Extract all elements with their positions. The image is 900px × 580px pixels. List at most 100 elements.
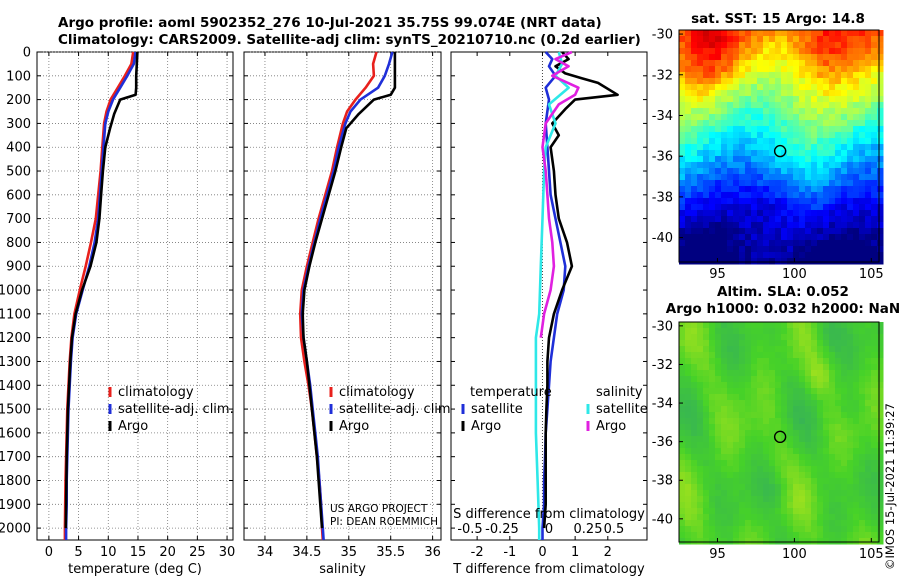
map-cell — [757, 246, 764, 253]
map-cell — [841, 150, 848, 157]
map-cell — [805, 478, 812, 485]
map-cell — [751, 168, 758, 175]
map-cell — [727, 376, 734, 383]
map-cell — [763, 376, 770, 383]
map-cell — [829, 334, 836, 341]
map-cell — [679, 222, 686, 229]
map-cell — [679, 460, 686, 467]
map-cell — [685, 508, 692, 515]
map-cell — [829, 502, 836, 509]
map-cell — [787, 364, 794, 371]
map-cell — [841, 508, 848, 515]
x-tick-label: 1 — [571, 545, 579, 560]
map-cell — [811, 520, 818, 527]
map-cell — [775, 120, 782, 127]
map-cell — [853, 30, 860, 37]
map-cell — [835, 66, 842, 73]
map-cell — [691, 192, 698, 199]
map-cell — [799, 466, 806, 473]
map-cell — [829, 370, 836, 377]
map-cell — [817, 186, 824, 193]
map-cell — [805, 484, 812, 491]
map-cell — [793, 472, 800, 479]
map-cell — [871, 90, 878, 97]
map-cell — [709, 246, 716, 253]
map-cell — [775, 454, 782, 461]
map-cell — [691, 442, 698, 449]
map-cell — [865, 84, 872, 91]
map-cell — [811, 502, 818, 509]
map-cell — [829, 346, 836, 353]
map-cell — [805, 382, 812, 389]
map-cell — [877, 168, 884, 175]
map-cell — [781, 198, 788, 205]
map-cell — [799, 400, 806, 407]
map-cell — [835, 138, 842, 145]
map-cell — [841, 258, 848, 265]
map-cell — [727, 186, 734, 193]
map-cell — [787, 352, 794, 359]
map-cell — [811, 54, 818, 61]
map-cell — [799, 246, 806, 253]
map-cell — [835, 406, 842, 413]
map-cell — [751, 216, 758, 223]
map-cell — [721, 358, 728, 365]
y-tick-label: -38 — [652, 474, 673, 489]
map-cell — [733, 334, 740, 341]
map-cell — [799, 42, 806, 49]
map-cell — [847, 174, 854, 181]
map-cell — [853, 144, 860, 151]
map-cell — [853, 322, 860, 329]
map-cell — [775, 90, 782, 97]
map-cell — [757, 322, 764, 329]
map-cell — [709, 78, 716, 85]
map-cell — [679, 448, 686, 455]
map-cell — [703, 484, 710, 491]
map-cell — [877, 48, 884, 55]
map-cell — [805, 30, 812, 37]
map-cell — [877, 466, 884, 473]
map-cell — [787, 174, 794, 181]
map-cell — [805, 90, 812, 97]
map-cell — [775, 102, 782, 109]
map-cell — [853, 132, 860, 139]
map-cell — [865, 108, 872, 115]
map-cell — [727, 508, 734, 515]
map-cell — [703, 150, 710, 157]
map-cell — [793, 358, 800, 365]
map-cell — [691, 126, 698, 133]
map-cell — [793, 168, 800, 175]
map-cell — [823, 228, 830, 235]
map-cell — [805, 538, 812, 545]
map-cell — [691, 54, 698, 61]
map-cell — [847, 246, 854, 253]
map-cell — [817, 358, 824, 365]
map-cell — [685, 424, 692, 431]
map-cell — [745, 370, 752, 377]
map-cell — [775, 60, 782, 67]
map-cell — [799, 96, 806, 103]
map-cell — [763, 532, 770, 539]
map-cell — [709, 258, 716, 265]
map-cell — [829, 138, 836, 145]
map-cell — [715, 364, 722, 371]
map-cell — [745, 346, 752, 353]
map-cell — [721, 48, 728, 55]
map-cell — [877, 400, 884, 407]
map-cell — [703, 30, 710, 37]
map-cell — [709, 322, 716, 329]
map-cell — [679, 514, 686, 521]
map-cell — [697, 144, 704, 151]
map-cell — [799, 234, 806, 241]
map-cell — [835, 508, 842, 515]
map-cell — [745, 144, 752, 151]
map-cell — [871, 460, 878, 467]
map-cell — [781, 394, 788, 401]
map-cell — [757, 72, 764, 79]
map-cell — [715, 394, 722, 401]
map-cell — [769, 60, 776, 67]
map-cell — [757, 222, 764, 229]
map-cell — [697, 30, 704, 37]
map-cell — [781, 322, 788, 329]
map-cell — [835, 376, 842, 383]
